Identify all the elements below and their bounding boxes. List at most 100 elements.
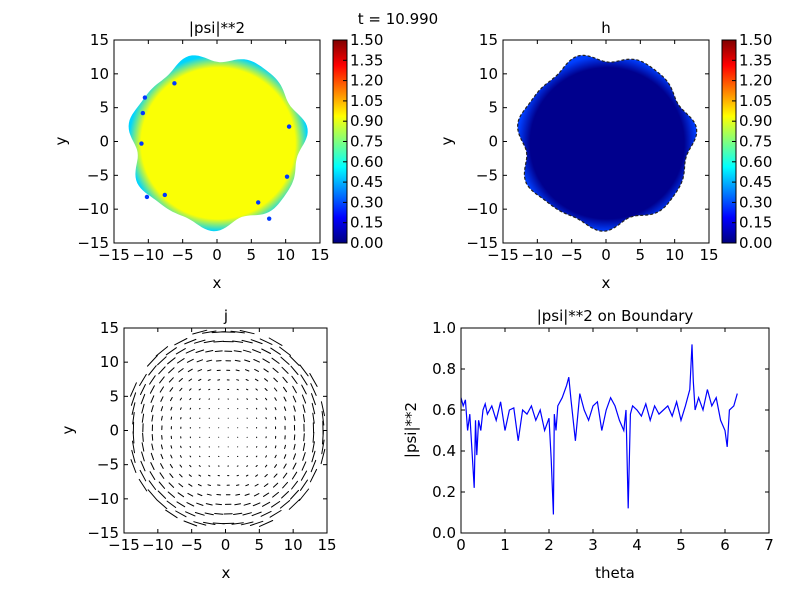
j-arrow	[291, 375, 298, 384]
j-arrow	[269, 510, 282, 518]
j-ytick-label: −5	[97, 456, 119, 474]
psi2-disk	[128, 55, 308, 232]
j-arrow	[283, 454, 287, 459]
j-arrow	[271, 501, 281, 508]
j-arrow	[177, 492, 185, 498]
boundary-title: |psi|**2 on Boundary	[537, 307, 694, 325]
j-arrow	[151, 405, 154, 413]
j-ytick-label: 5	[109, 387, 119, 405]
psi2-vortex	[144, 194, 150, 200]
j-arrow	[230, 330, 245, 334]
j-arrow	[130, 459, 137, 473]
h-xtick-label: 5	[636, 246, 646, 264]
j-arrow	[320, 401, 325, 417]
psi2-xtick-label: 0	[212, 246, 222, 264]
boundary-ytick-label: 0.8	[432, 360, 456, 378]
psi2-xtick-label: −15	[98, 246, 130, 264]
j-arrow	[312, 431, 315, 443]
boundary-y-ticks: 0.0 0.2 0.4 0.6 0.8 1.0	[432, 319, 769, 542]
j-arrow	[131, 449, 136, 463]
j-arrow	[302, 442, 306, 451]
j-arrow	[281, 366, 289, 374]
j-arrow	[203, 521, 216, 525]
j-arrow	[311, 450, 316, 463]
j-arrow	[189, 455, 192, 458]
j-xlabel: x	[222, 564, 231, 582]
j-arrow	[282, 376, 288, 383]
j-arrow	[180, 445, 182, 449]
j-arrow	[254, 483, 259, 487]
j-arrow	[161, 415, 163, 421]
j-arrow	[140, 384, 146, 395]
psi2-xtick-label: 5	[247, 246, 257, 264]
j-arrow	[284, 416, 286, 421]
j-arrow	[204, 512, 214, 516]
j-arrow	[246, 398, 248, 400]
j-arrow	[188, 483, 193, 487]
j-arrow	[147, 355, 158, 367]
j-arrow	[255, 474, 259, 477]
j-arrow	[231, 522, 244, 525]
j-arrow	[279, 346, 291, 356]
j-arrow	[321, 410, 325, 426]
j-arrow	[149, 471, 156, 480]
j-arrow	[207, 484, 211, 486]
boundary-xtick-label: 3	[588, 536, 598, 554]
h-xtick-label: −5	[561, 246, 583, 264]
boundary-ytick-label: 0.2	[432, 483, 456, 501]
j-arrow	[291, 480, 298, 490]
h-ylabel: y	[438, 136, 456, 145]
h-colorbar-tick-label: 0.15	[739, 214, 772, 232]
j-arrow	[207, 369, 212, 372]
j-arrow	[160, 453, 164, 460]
psi2-xlabel: x	[213, 274, 222, 292]
j-arrow	[151, 443, 154, 451]
j-arrow	[265, 397, 268, 401]
h-xtick-label: −10	[522, 246, 554, 264]
j-arrow	[272, 367, 279, 373]
j-arrow	[253, 359, 260, 363]
j-arrow	[300, 470, 308, 481]
j-arrow	[274, 454, 277, 459]
j-arrow	[194, 339, 206, 344]
h-colorbar-tick-label: 0.60	[739, 153, 772, 171]
j-arrow	[320, 448, 326, 465]
j-arrow	[301, 461, 307, 471]
j-arrow	[198, 378, 202, 381]
j-x-ticks: −15 −10 −5 0 5 10 15	[108, 328, 337, 554]
h-xtick-label: 15	[699, 246, 718, 264]
j-arrow	[283, 406, 287, 411]
j-arrow	[193, 521, 207, 526]
j-arrow	[298, 488, 310, 501]
psi2-ytick-label: −5	[87, 166, 109, 184]
j-arrow	[160, 396, 164, 402]
boundary-ytick-label: 0.4	[432, 442, 456, 460]
boundary-xtick-label: 2	[544, 536, 554, 554]
j-arrow	[179, 397, 182, 401]
j-arrow	[292, 462, 297, 470]
j-arrow	[186, 502, 195, 507]
j-arrow	[236, 484, 240, 486]
j-title: j	[223, 307, 228, 325]
h-boundary-outline	[516, 54, 698, 232]
j-arrow	[265, 407, 267, 410]
j-arrow	[179, 473, 183, 478]
j-arrow	[165, 347, 177, 356]
j-arrow	[170, 406, 173, 411]
j-arrow	[246, 388, 249, 391]
j-arrow	[188, 378, 193, 382]
j-arrow	[160, 406, 164, 412]
j-arrow	[303, 433, 305, 442]
h-colorbar-tick-label: 1.20	[739, 72, 772, 90]
h-disk	[517, 55, 697, 232]
j-arrow	[214, 513, 224, 515]
j-arrow	[293, 453, 296, 460]
boundary-ytick-label: 0.6	[432, 401, 456, 419]
j-arrow	[239, 330, 255, 335]
boundary-x-ticks: 0 1 2 3 4 5 6 7	[456, 328, 774, 554]
boundary-series-line	[460, 344, 738, 515]
j-arrow	[158, 481, 166, 489]
j-arrow	[249, 520, 264, 526]
j-arrow	[274, 407, 277, 411]
j-arrow	[195, 349, 205, 353]
